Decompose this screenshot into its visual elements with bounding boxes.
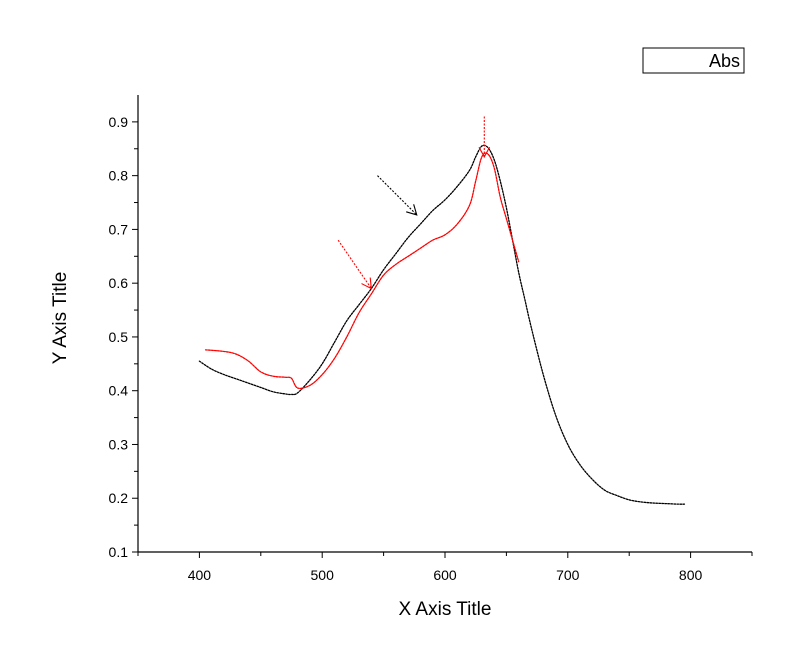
- series-line-abs: [198, 144, 686, 505]
- y-tick-label: 0.6: [109, 275, 129, 291]
- annotation-layer: [337, 116, 491, 290]
- y-tick-label: 0.4: [109, 383, 129, 399]
- x-tick-label: 700: [556, 567, 580, 583]
- annotation-arrow-head: [361, 277, 372, 290]
- x-tick-label: 400: [188, 567, 212, 583]
- legend-entry-label: Abs: [709, 51, 740, 71]
- y-tick-label: 0.1: [109, 544, 129, 560]
- series-layer: [198, 144, 686, 505]
- legend: Abs: [642, 47, 745, 74]
- axes: 400 500 600 700 800 0.1 0.2 0.3 0.4 0.5 0.6 0.7 0.8 0…: [109, 95, 753, 583]
- x-tick-label: 600: [433, 567, 457, 583]
- annotation-arrow-shaft: [377, 175, 418, 216]
- y-tick-label: 0.8: [109, 168, 129, 184]
- annotation-arrow-head: [406, 204, 418, 216]
- x-axis-title: X Axis Title: [399, 599, 492, 620]
- legend-box: [642, 47, 745, 74]
- y-tick-label: 0.7: [109, 221, 129, 237]
- y-tick-label: 0.3: [109, 436, 129, 452]
- x-tick-label: 500: [311, 567, 335, 583]
- y-tick-label: 0.5: [109, 329, 129, 345]
- y-tick-label: 0.2: [109, 490, 129, 506]
- annotation-arrow-shaft: [337, 239, 372, 289]
- y-axis-title: Y Axis Title: [50, 272, 71, 365]
- series-line-red: [204, 152, 520, 390]
- annotation-arrow-head: [478, 146, 491, 158]
- x-tick-label: 800: [679, 567, 703, 583]
- y-tick-label: 0.9: [109, 114, 129, 130]
